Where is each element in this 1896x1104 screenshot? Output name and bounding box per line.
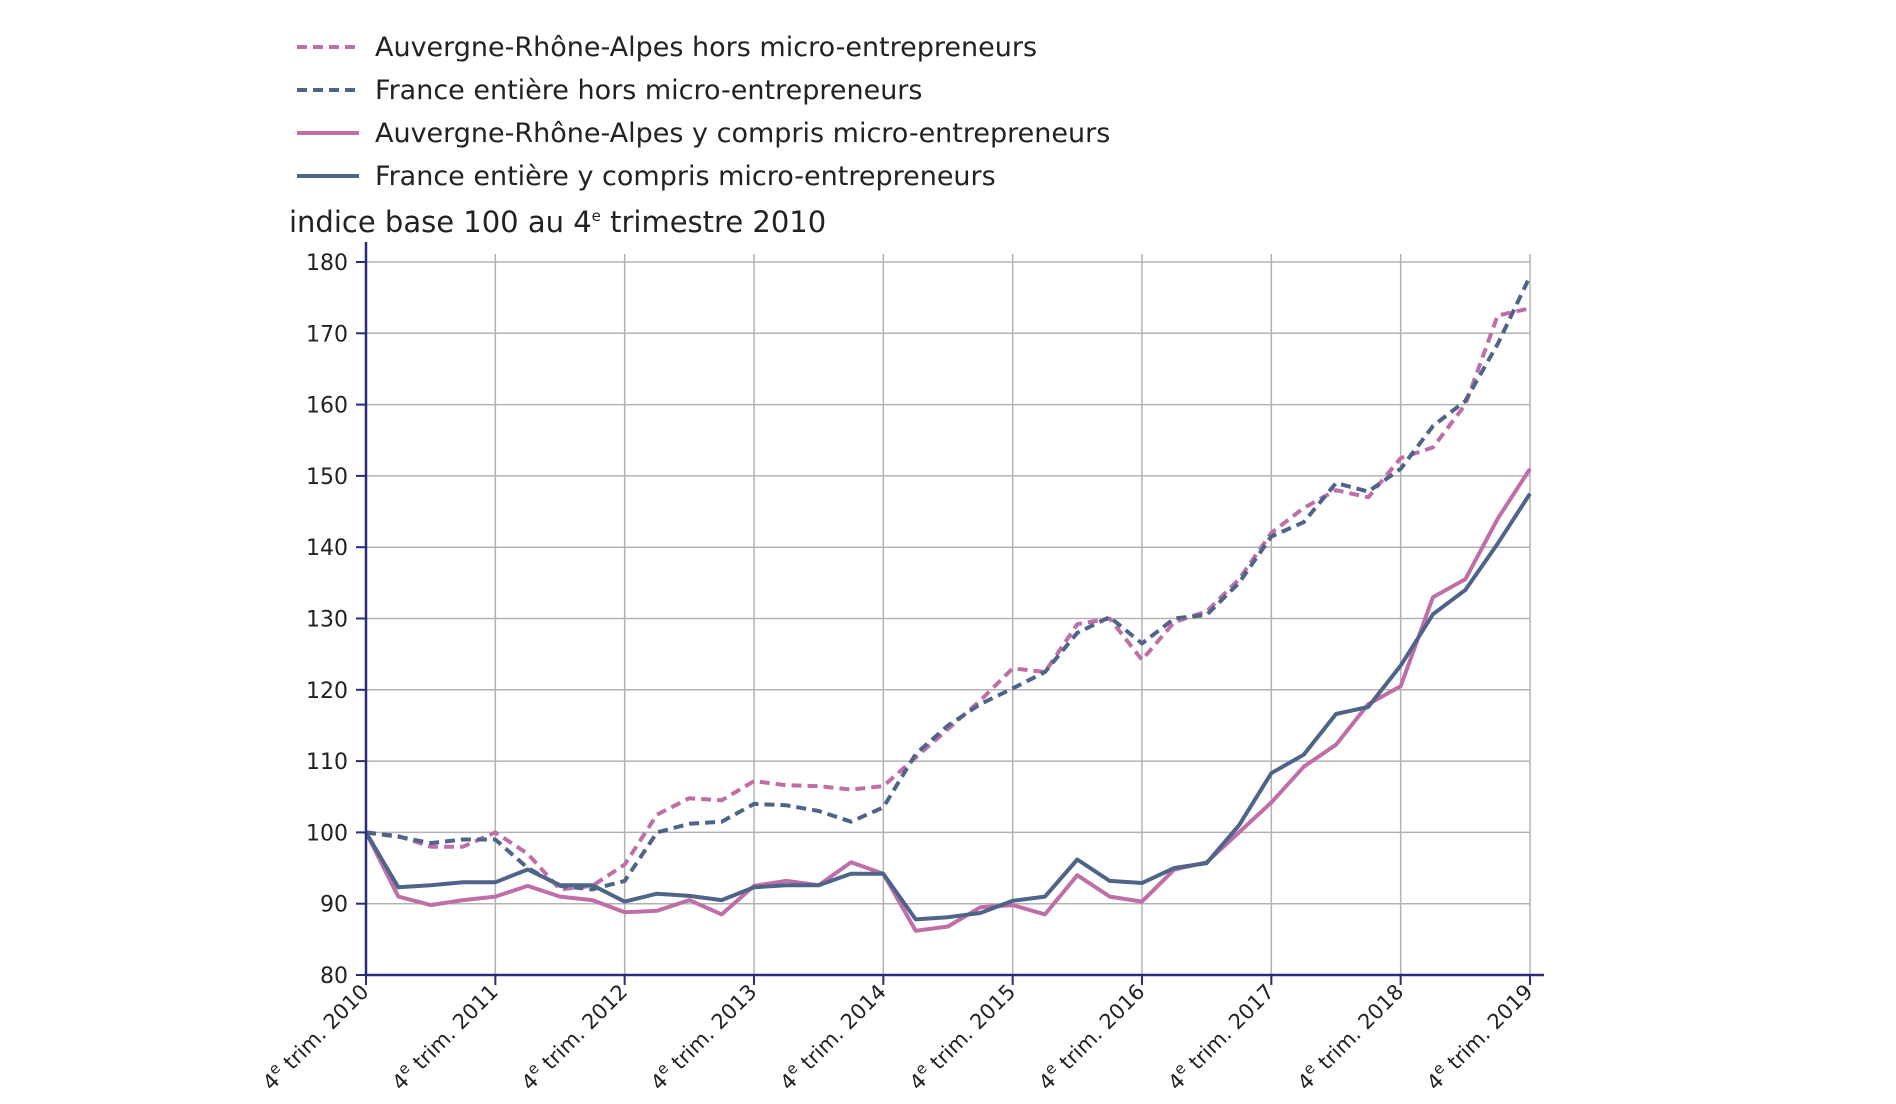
x-tick-label: 4e trim. 2010 [255, 977, 373, 1095]
x-tick-label: 4e trim. 2011 [385, 977, 503, 1095]
series-line-2 [364, 467, 1532, 933]
x-tick-label: 4e trim. 2015 [902, 977, 1020, 1095]
gridlines [366, 254, 1531, 975]
y-axis-label: indice base 100 au 4e trimestre 2010 [289, 205, 826, 239]
axes [364, 242, 1544, 977]
legend: Auvergne-Rhône-Alpes hors micro-entrepre… [297, 32, 1110, 192]
x-tick-label: 4e trim. 2014 [773, 977, 891, 1095]
legend-item-1: France entière hors micro-entrepreneurs [297, 75, 922, 106]
y-tick-label: 150 [306, 465, 348, 490]
y-tick-labels: 80 90 100 110 120 130 140 150 160 170 180 [306, 251, 366, 989]
y-tick-label: 170 [306, 322, 348, 347]
y-tick-label: 120 [306, 679, 348, 704]
x-tick-label: 4e trim. 2013 [643, 977, 761, 1095]
y-tick-label: 110 [306, 750, 348, 775]
legend-item-2: Auvergne-Rhône-Alpes y compris micro-ent… [297, 118, 1110, 149]
legend-item-0: Auvergne-Rhône-Alpes hors micro-entrepre… [297, 32, 1037, 63]
series-line-1 [365, 275, 1532, 892]
y-tick-label: 180 [306, 251, 348, 276]
legend-item-3: France entière y compris micro-entrepren… [297, 161, 996, 192]
series-line-0 [365, 306, 1531, 892]
series-line-3 [364, 492, 1532, 922]
y-tick-label: 90 [320, 893, 348, 918]
y-tick-label: 140 [306, 536, 348, 561]
y-tick-label: 160 [306, 394, 348, 419]
y-tick-label: 100 [306, 821, 348, 846]
x-tick-label: 4e trim. 2017 [1161, 977, 1279, 1095]
legend-label: Auvergne-Rhône-Alpes y compris micro-ent… [375, 118, 1110, 149]
legend-label: France entière y compris micro-entrepren… [375, 161, 996, 192]
x-tick-label: 4e trim. 2018 [1290, 977, 1408, 1095]
x-tick-label: 4e trim. 2012 [514, 977, 632, 1095]
y-tick-label: 80 [320, 964, 348, 989]
legend-label: France entière hors micro-entrepreneurs [375, 75, 922, 106]
legend-label: Auvergne-Rhône-Alpes hors micro-entrepre… [375, 32, 1037, 63]
y-tick-label: 130 [306, 608, 348, 633]
series-lines [364, 275, 1532, 933]
x-tick-label: 4e trim. 2019 [1419, 977, 1537, 1095]
x-tick-label: 4e trim. 2016 [1031, 977, 1149, 1095]
